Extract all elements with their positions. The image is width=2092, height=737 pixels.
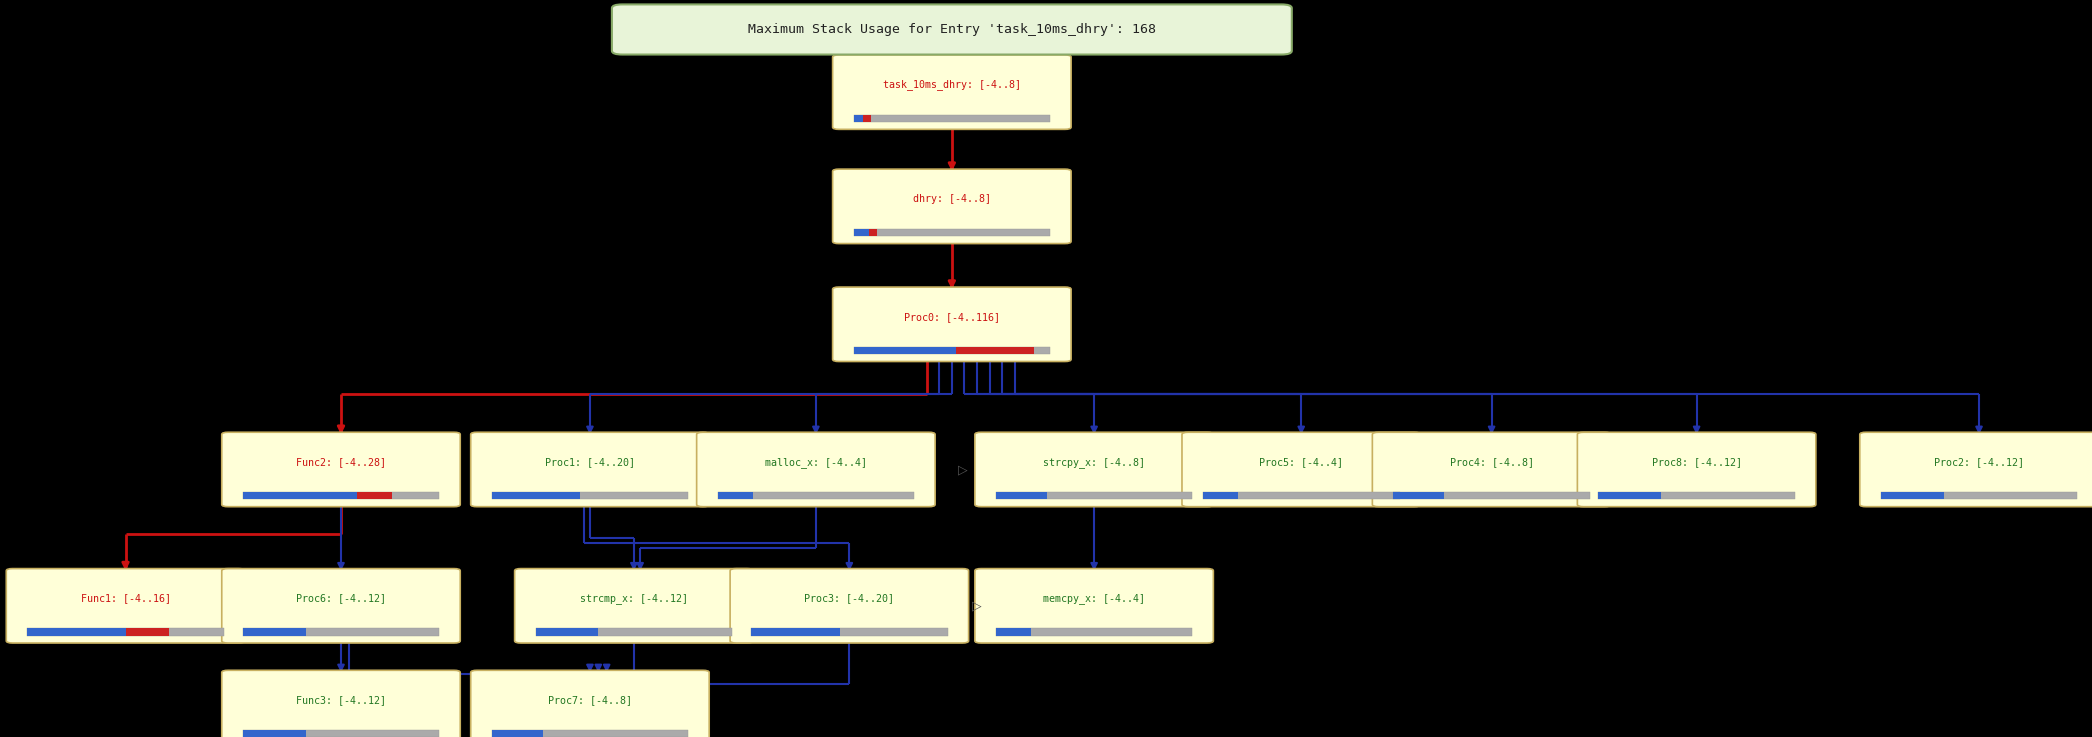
- Text: strcmp_x: [-4..12]: strcmp_x: [-4..12]: [579, 593, 688, 604]
- Bar: [492, 492, 688, 500]
- Bar: [996, 628, 1192, 635]
- Text: Proc2: [-4..12]: Proc2: [-4..12]: [1933, 457, 2025, 467]
- Bar: [243, 628, 439, 635]
- Bar: [492, 730, 688, 737]
- Text: Proc6: [-4..12]: Proc6: [-4..12]: [295, 593, 387, 604]
- Bar: [243, 492, 358, 500]
- Text: Proc8: [-4..12]: Proc8: [-4..12]: [1651, 457, 1743, 467]
- Bar: [751, 628, 839, 635]
- Bar: [1203, 492, 1400, 500]
- FancyBboxPatch shape: [730, 569, 969, 643]
- Text: ▷: ▷: [973, 599, 981, 612]
- Bar: [718, 492, 753, 500]
- Text: dhry: [-4..8]: dhry: [-4..8]: [912, 194, 992, 204]
- FancyBboxPatch shape: [833, 55, 1071, 130]
- FancyBboxPatch shape: [833, 170, 1071, 244]
- FancyBboxPatch shape: [697, 432, 935, 507]
- Text: Proc4: [-4..8]: Proc4: [-4..8]: [1450, 457, 1533, 467]
- FancyBboxPatch shape: [833, 287, 1071, 362]
- FancyBboxPatch shape: [1577, 432, 1816, 507]
- Bar: [1598, 492, 1795, 500]
- Bar: [1393, 492, 1590, 500]
- Bar: [956, 347, 1033, 354]
- Bar: [854, 114, 1050, 122]
- Text: Proc5: [-4..4]: Proc5: [-4..4]: [1259, 457, 1343, 467]
- Text: Proc1: [-4..20]: Proc1: [-4..20]: [544, 457, 636, 467]
- Bar: [996, 628, 1031, 635]
- Text: Func1: [-4..16]: Func1: [-4..16]: [79, 593, 172, 604]
- Text: strcpy_x: [-4..8]: strcpy_x: [-4..8]: [1044, 457, 1144, 467]
- FancyBboxPatch shape: [222, 671, 460, 737]
- Bar: [1598, 492, 1661, 500]
- Bar: [492, 492, 579, 500]
- FancyBboxPatch shape: [471, 432, 709, 507]
- Bar: [492, 730, 542, 737]
- Bar: [243, 730, 439, 737]
- Bar: [1393, 492, 1443, 500]
- Bar: [864, 114, 870, 122]
- Bar: [243, 628, 305, 635]
- Bar: [27, 628, 224, 635]
- FancyBboxPatch shape: [6, 569, 245, 643]
- Text: Proc3: [-4..20]: Proc3: [-4..20]: [803, 593, 895, 604]
- Bar: [1881, 492, 1943, 500]
- Bar: [854, 347, 956, 354]
- Bar: [870, 229, 877, 237]
- Bar: [751, 628, 948, 635]
- FancyBboxPatch shape: [1372, 432, 1611, 507]
- Text: Proc7: [-4..8]: Proc7: [-4..8]: [548, 695, 632, 705]
- Bar: [854, 114, 864, 122]
- FancyBboxPatch shape: [975, 569, 1213, 643]
- Bar: [27, 628, 126, 635]
- Bar: [996, 492, 1046, 500]
- Bar: [718, 492, 914, 500]
- Bar: [854, 347, 1050, 354]
- Bar: [1203, 492, 1238, 500]
- Text: Func2: [-4..28]: Func2: [-4..28]: [295, 457, 387, 467]
- FancyBboxPatch shape: [975, 432, 1213, 507]
- Text: malloc_x: [-4..4]: malloc_x: [-4..4]: [766, 457, 866, 467]
- Bar: [854, 229, 1050, 237]
- FancyBboxPatch shape: [222, 432, 460, 507]
- FancyBboxPatch shape: [611, 4, 1291, 55]
- Text: ▷: ▷: [958, 463, 967, 476]
- FancyBboxPatch shape: [1860, 432, 2092, 507]
- Bar: [358, 492, 391, 500]
- Bar: [996, 492, 1192, 500]
- Text: Func3: [-4..12]: Func3: [-4..12]: [295, 695, 387, 705]
- Bar: [243, 492, 439, 500]
- Bar: [854, 229, 870, 237]
- Text: Proc0: [-4..116]: Proc0: [-4..116]: [904, 312, 1000, 322]
- Bar: [1881, 492, 2077, 500]
- FancyBboxPatch shape: [222, 569, 460, 643]
- FancyBboxPatch shape: [515, 569, 753, 643]
- Text: memcpy_x: [-4..4]: memcpy_x: [-4..4]: [1044, 593, 1144, 604]
- Bar: [536, 628, 732, 635]
- Text: Maximum Stack Usage for Entry 'task_10ms_dhry': 168: Maximum Stack Usage for Entry 'task_10ms…: [747, 23, 1157, 36]
- FancyBboxPatch shape: [471, 671, 709, 737]
- Text: task_10ms_dhry: [-4..8]: task_10ms_dhry: [-4..8]: [883, 80, 1021, 90]
- Bar: [536, 628, 598, 635]
- Bar: [126, 628, 169, 635]
- FancyBboxPatch shape: [1182, 432, 1420, 507]
- Bar: [243, 730, 305, 737]
